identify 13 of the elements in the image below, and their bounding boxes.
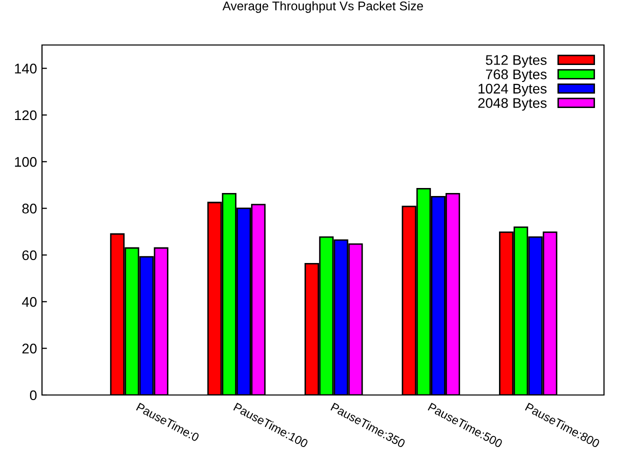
legend-label: 512 Bytes	[486, 55, 547, 68]
y-tick-label: 20	[22, 344, 37, 354]
y-tick-label: 40	[22, 297, 37, 307]
legend-label: 1024 Bytes	[478, 84, 547, 96]
legend-label: 2048 Bytes	[478, 98, 547, 111]
y-tick-label: 120	[15, 110, 37, 120]
legend-label: 768 Bytes	[486, 69, 547, 82]
y-tick-label: 140	[15, 64, 37, 74]
chart-title: Average Throughput Vs Packet Size	[222, 1, 423, 13]
y-tick-label: 60	[22, 250, 37, 260]
y-tick-label: 0	[30, 390, 37, 400]
y-tick-label: 100	[15, 157, 37, 167]
y-tick-label: 80	[22, 204, 37, 214]
